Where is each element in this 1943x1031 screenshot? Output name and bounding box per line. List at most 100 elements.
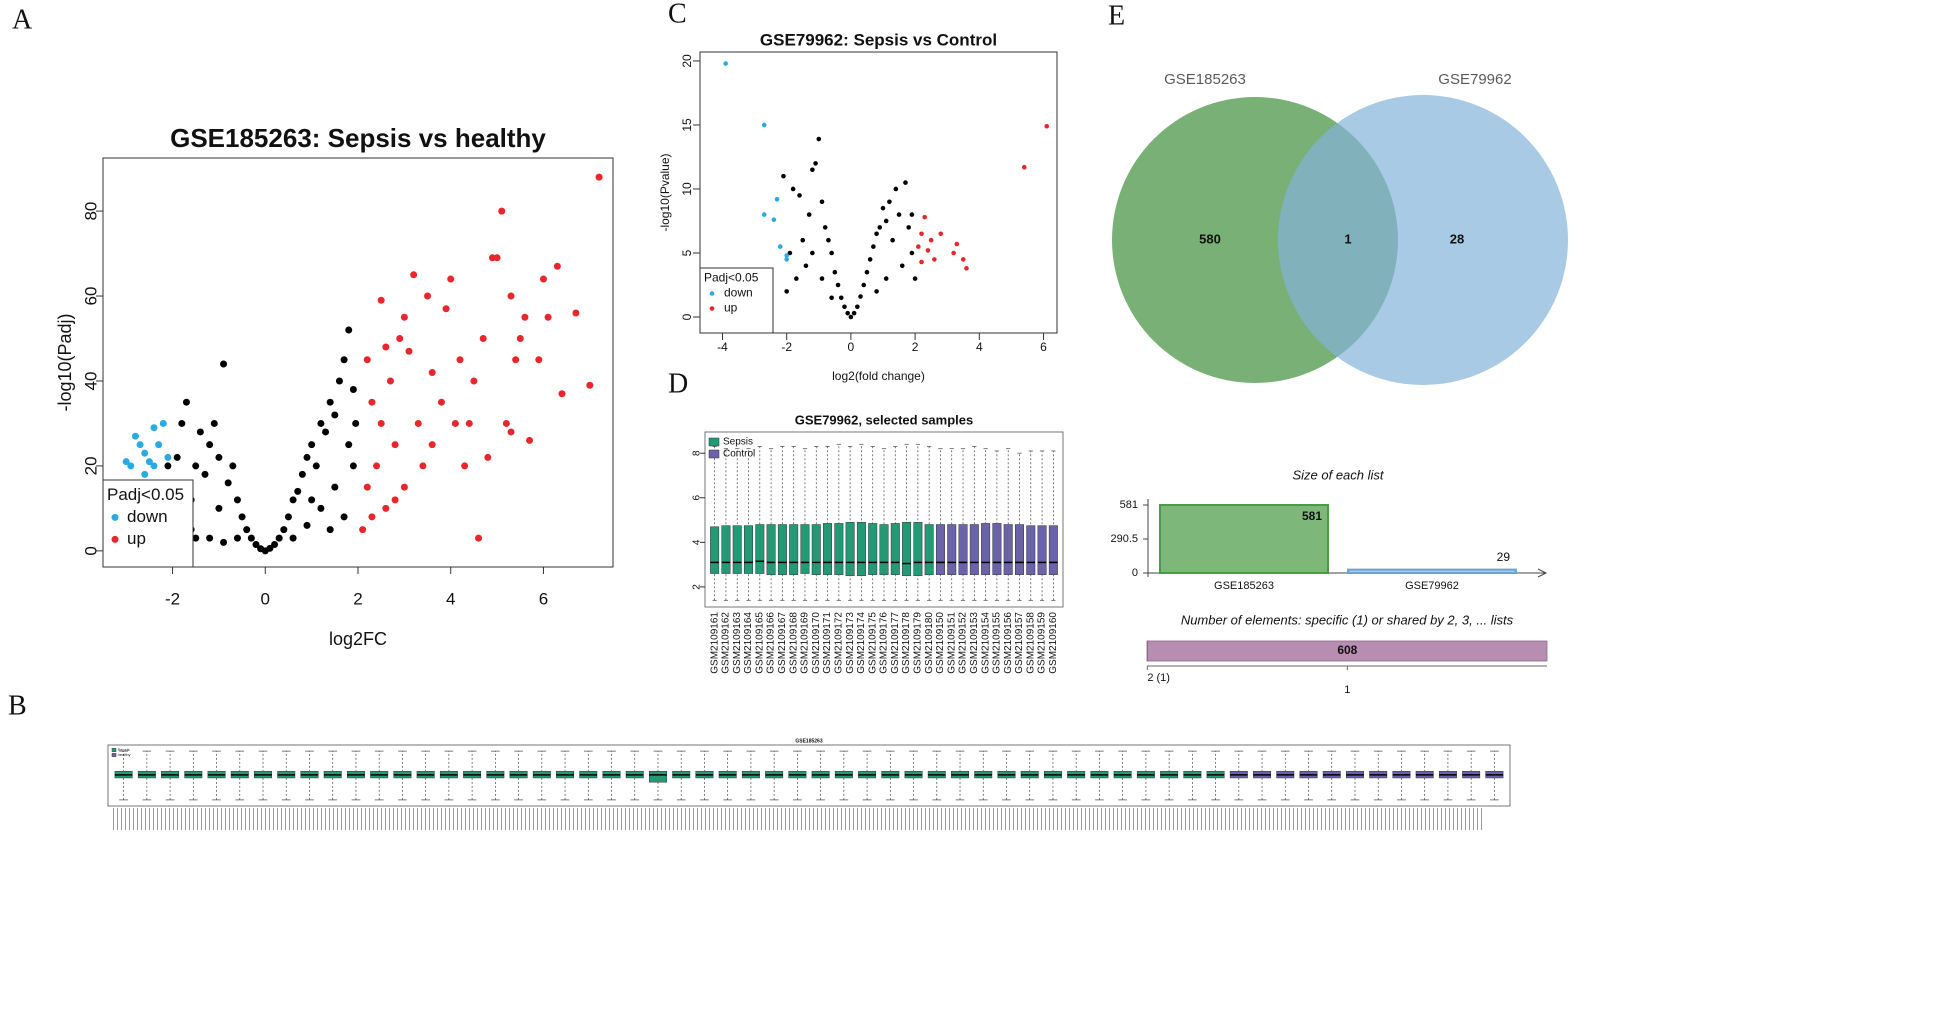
point bbox=[363, 356, 371, 364]
box bbox=[1003, 524, 1013, 575]
point bbox=[215, 453, 223, 461]
plot-frame bbox=[704, 431, 1064, 608]
point bbox=[410, 271, 418, 279]
point bbox=[781, 173, 786, 179]
point bbox=[544, 313, 552, 321]
chart-title: GSE185263: Sepsis vs healthy bbox=[170, 123, 546, 153]
point bbox=[822, 225, 828, 230]
x-tick-label: GSM2109158 bbox=[1025, 612, 1036, 674]
x-tick-label: GSM2109159 bbox=[1037, 612, 1048, 674]
legend-marker bbox=[111, 535, 119, 543]
point bbox=[890, 237, 895, 243]
box bbox=[789, 524, 799, 575]
point bbox=[864, 269, 870, 275]
point bbox=[880, 205, 886, 211]
y-tick-label: 60 bbox=[81, 287, 100, 306]
point bbox=[141, 470, 149, 478]
value-label: 29 bbox=[1497, 550, 1511, 564]
point bbox=[842, 304, 847, 310]
point bbox=[470, 377, 478, 385]
legend-swatch bbox=[708, 437, 720, 447]
point bbox=[832, 269, 838, 275]
chart-title: GSE79962, selected samples bbox=[795, 412, 974, 427]
point bbox=[558, 390, 566, 398]
legend-box bbox=[699, 267, 774, 334]
chart-title: Number of elements: specific (1) or shar… bbox=[1181, 612, 1514, 627]
y-tick-label: 0 bbox=[680, 313, 694, 320]
point bbox=[813, 161, 818, 166]
point bbox=[771, 217, 777, 223]
box bbox=[811, 524, 821, 575]
point bbox=[275, 534, 283, 542]
point bbox=[363, 483, 371, 491]
point bbox=[507, 292, 515, 300]
point bbox=[391, 496, 399, 504]
x-tick-label: GSM2109164 bbox=[743, 612, 754, 674]
x-tick-label: GSM2109161 bbox=[709, 612, 720, 674]
point bbox=[887, 199, 892, 205]
point bbox=[919, 231, 924, 237]
point bbox=[835, 282, 841, 288]
point bbox=[516, 335, 524, 343]
point bbox=[312, 462, 320, 470]
venn-set-label: GSE79962 bbox=[1438, 71, 1511, 88]
x-tick-label: GSM2109177 bbox=[890, 612, 901, 674]
box bbox=[958, 524, 968, 575]
point bbox=[131, 432, 139, 440]
x-tick-label: 0 bbox=[848, 340, 855, 354]
point bbox=[206, 534, 214, 542]
legend-swatch bbox=[708, 449, 720, 459]
panel-letter: C bbox=[668, 0, 687, 29]
point bbox=[484, 453, 492, 461]
box bbox=[992, 523, 1002, 575]
y-tick-label: 290.5 bbox=[1110, 533, 1138, 545]
venn-set bbox=[1278, 95, 1568, 385]
panel-letter: A bbox=[12, 4, 33, 35]
point bbox=[396, 335, 404, 343]
box bbox=[947, 524, 957, 575]
x-tick-label: GSM2109173 bbox=[845, 612, 856, 674]
plot-frame bbox=[107, 744, 1511, 807]
point bbox=[938, 231, 944, 237]
y-tick-label: 5 bbox=[680, 249, 694, 256]
point bbox=[155, 441, 163, 449]
point bbox=[475, 534, 483, 542]
panel-letter: B bbox=[8, 690, 27, 721]
point bbox=[386, 377, 394, 385]
point bbox=[498, 207, 506, 215]
y-tick-label: 10 bbox=[680, 182, 694, 196]
chart-title: Size of each list bbox=[1292, 467, 1384, 482]
point bbox=[861, 282, 867, 288]
point bbox=[182, 398, 190, 406]
point bbox=[819, 276, 825, 281]
point bbox=[326, 398, 334, 406]
point bbox=[810, 167, 815, 173]
point bbox=[127, 462, 135, 470]
point bbox=[233, 496, 241, 504]
box bbox=[981, 523, 991, 575]
x-tick-label: GSM2109174 bbox=[856, 612, 867, 674]
point bbox=[465, 419, 473, 427]
venn-count: 1 bbox=[1344, 231, 1351, 246]
point bbox=[294, 487, 302, 495]
point bbox=[883, 218, 889, 224]
point bbox=[909, 250, 915, 256]
point bbox=[784, 289, 789, 294]
point bbox=[178, 419, 186, 427]
point bbox=[136, 441, 144, 449]
legend-marker bbox=[709, 306, 715, 311]
y-tick-label: 0 bbox=[1132, 567, 1138, 579]
box bbox=[924, 524, 934, 575]
x-tick-label: GSM2109172 bbox=[833, 612, 844, 674]
point bbox=[826, 237, 831, 243]
box bbox=[1015, 524, 1024, 575]
x-tick-label: GSM2109167 bbox=[777, 612, 788, 674]
point bbox=[893, 186, 899, 192]
bar bbox=[1347, 568, 1517, 574]
x-tick-label: GSM2109153 bbox=[969, 612, 980, 674]
box bbox=[834, 523, 844, 575]
legend-label: Control bbox=[723, 449, 755, 460]
point bbox=[428, 368, 436, 376]
